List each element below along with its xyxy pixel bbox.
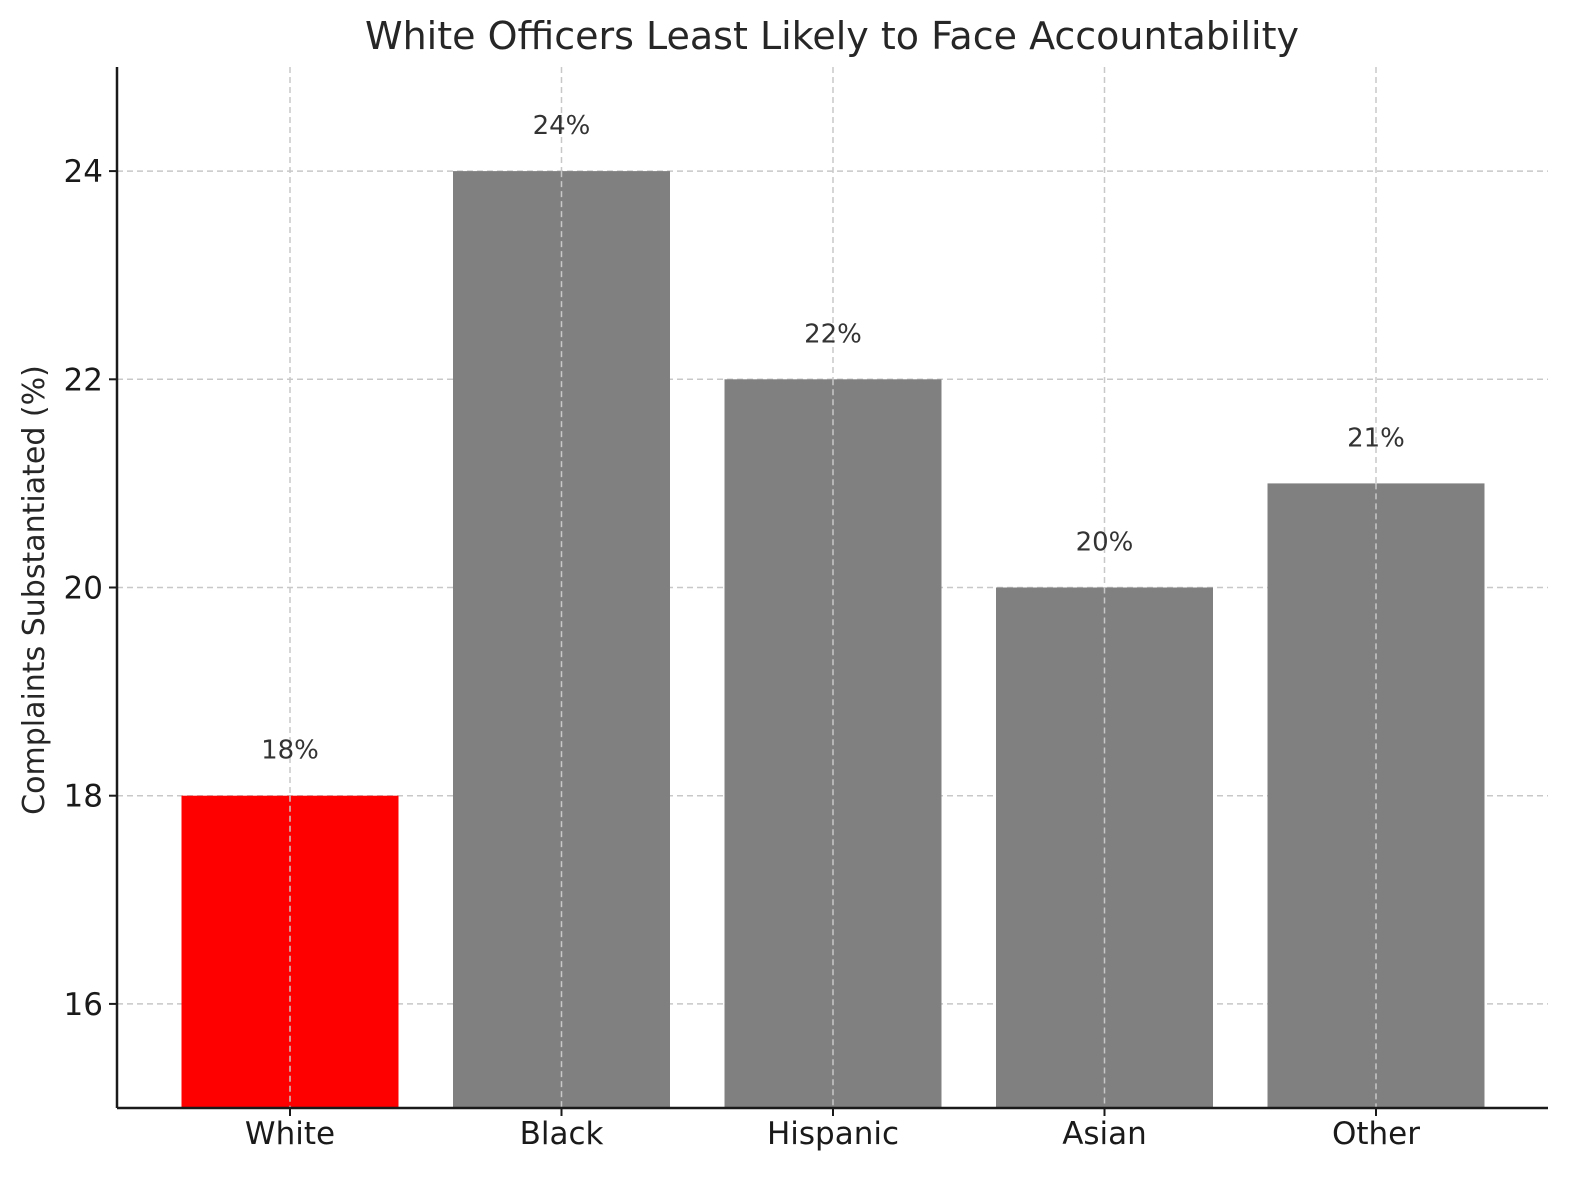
x-tick-label-asian: Asian <box>1062 1116 1147 1152</box>
y-tick-label: 20 <box>64 571 103 607</box>
data-label-hispanic: 22% <box>804 319 862 349</box>
x-tick-label-black: Black <box>520 1116 604 1152</box>
y-tick-label: 16 <box>64 987 103 1023</box>
y-tick-label: 22 <box>64 362 103 398</box>
data-label-white: 18% <box>261 736 319 766</box>
x-tick-label-other: Other <box>1332 1116 1420 1152</box>
chart-title: White Officers Least Likely to Face Acco… <box>365 14 1299 58</box>
y-axis-label: Complaints Substantiated (%) <box>17 365 52 815</box>
y-tick-label: 24 <box>64 154 103 190</box>
data-labels: 18% 24% 22% 20% 21% <box>261 111 1405 766</box>
axes: 16 18 20 22 24 White Black Hispanic Asian Other <box>64 67 1548 1152</box>
data-label-other: 21% <box>1347 423 1405 453</box>
data-label-black: 24% <box>533 111 591 141</box>
x-tick-label-hispanic: Hispanic <box>767 1116 899 1152</box>
x-tick-label-white: White <box>245 1116 335 1152</box>
y-tick-label: 18 <box>64 779 103 815</box>
data-label-asian: 20% <box>1076 528 1134 558</box>
